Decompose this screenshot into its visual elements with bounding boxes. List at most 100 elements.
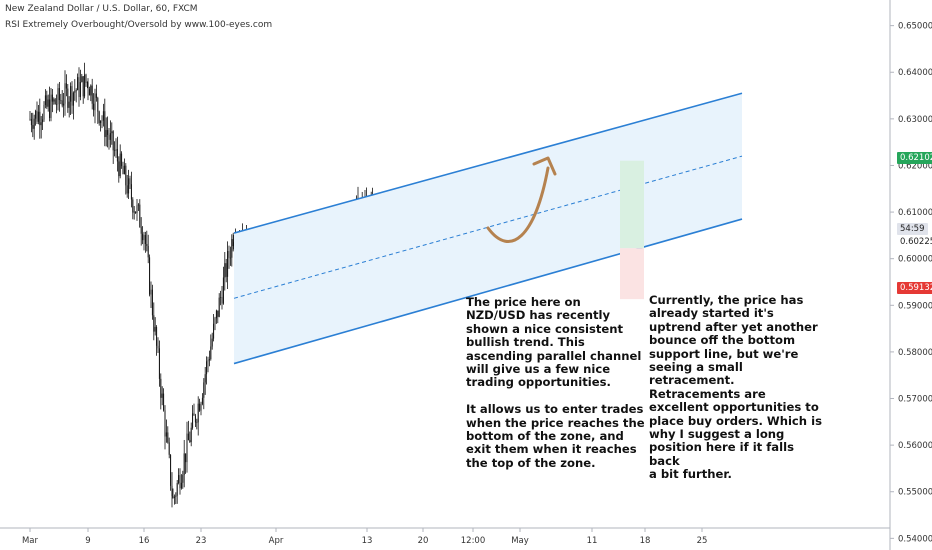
candle — [190, 422, 192, 447]
candle-body — [178, 475, 180, 484]
candle — [197, 396, 199, 436]
candle — [175, 492, 177, 505]
channel-upper-line — [233, 92, 743, 234]
indicator-title: RSI Extremely Overbought/Oversold by www… — [5, 20, 273, 30]
candle — [72, 91, 74, 120]
candle — [39, 98, 41, 139]
annotation-right: Currently, the price has already started… — [649, 293, 822, 482]
candle-body — [203, 382, 205, 398]
candle — [222, 266, 224, 305]
candle — [58, 81, 60, 112]
candle-body — [58, 88, 60, 101]
x-tick-label: 23 — [196, 536, 207, 546]
candle — [95, 84, 97, 102]
candle-body — [123, 165, 125, 175]
candle-body — [132, 199, 134, 213]
candle-body — [37, 111, 39, 122]
candle — [196, 418, 198, 430]
candle — [33, 114, 35, 140]
candle-body — [35, 110, 37, 119]
x-tick-label: 13 — [362, 536, 373, 546]
candle — [81, 73, 83, 83]
candle — [30, 112, 32, 133]
candle-body — [215, 310, 217, 319]
candle — [158, 340, 160, 387]
candle — [164, 405, 166, 450]
candle-body — [81, 76, 83, 82]
candle-body — [33, 118, 35, 129]
y-tick-label: 0.58000 — [898, 348, 932, 358]
candle-body — [225, 263, 227, 277]
candle — [68, 96, 70, 118]
candle — [168, 437, 170, 459]
candle — [36, 101, 38, 124]
y-tick-label: 0.55000 — [898, 488, 932, 498]
candle-body — [100, 120, 102, 124]
candle-body — [121, 153, 123, 167]
candle-body — [161, 393, 163, 398]
x-tick-label: 16 — [139, 536, 150, 546]
candle — [139, 199, 141, 228]
candle — [100, 120, 102, 132]
candle — [231, 234, 233, 267]
candle — [70, 82, 72, 115]
candle-body — [187, 433, 189, 441]
loss-zone — [620, 248, 644, 300]
candle — [44, 89, 46, 109]
candle-body — [176, 483, 178, 496]
candle — [87, 78, 89, 101]
candle — [140, 217, 142, 246]
candle-body — [171, 485, 173, 497]
candle-body — [179, 475, 181, 489]
profit-zone — [620, 160, 644, 249]
candle — [167, 426, 169, 444]
candle — [153, 302, 155, 341]
candle — [229, 246, 231, 266]
x-tick-label: 9 — [85, 536, 90, 546]
candle — [82, 76, 84, 104]
x-tick-label: 25 — [697, 536, 708, 546]
x-tick-label: 18 — [640, 536, 651, 546]
candle — [200, 401, 202, 416]
candle-body — [77, 77, 79, 91]
candle-body — [232, 239, 234, 247]
candle-body — [231, 239, 233, 258]
candle-body — [71, 86, 73, 106]
candle — [144, 231, 146, 253]
candle — [32, 112, 34, 138]
candle — [221, 286, 223, 310]
candle — [47, 94, 49, 112]
candle-body — [44, 95, 46, 106]
candle — [143, 231, 145, 251]
candle — [107, 116, 109, 148]
candle — [88, 86, 90, 96]
candle-body — [204, 374, 206, 383]
candle-body — [144, 235, 146, 244]
candle — [232, 232, 234, 252]
candle — [116, 136, 118, 172]
candle — [65, 74, 67, 97]
candle — [94, 88, 96, 124]
candle-body — [84, 74, 86, 97]
candle-body — [170, 454, 172, 486]
candle-body — [182, 475, 184, 483]
candle-body — [229, 257, 231, 259]
y-tick-label: 0.63000 — [898, 115, 932, 125]
symbol-title: New Zealand Dollar / U.S. Dollar, 60, FX… — [5, 4, 198, 14]
candle-body — [157, 345, 159, 349]
candle-body — [51, 94, 53, 102]
candle-body — [30, 119, 32, 126]
channel-mid-line — [233, 155, 743, 299]
candle-body — [78, 77, 80, 98]
candle-body — [56, 104, 58, 105]
candle — [228, 245, 230, 269]
y-tick-label: 0.56000 — [898, 441, 932, 451]
candle-body — [109, 133, 111, 140]
candle-body — [43, 105, 45, 120]
candle-body — [72, 92, 74, 106]
candle — [133, 205, 135, 220]
x-tick-label: 11 — [587, 536, 598, 546]
candle-body — [60, 100, 62, 101]
candle — [93, 93, 95, 117]
